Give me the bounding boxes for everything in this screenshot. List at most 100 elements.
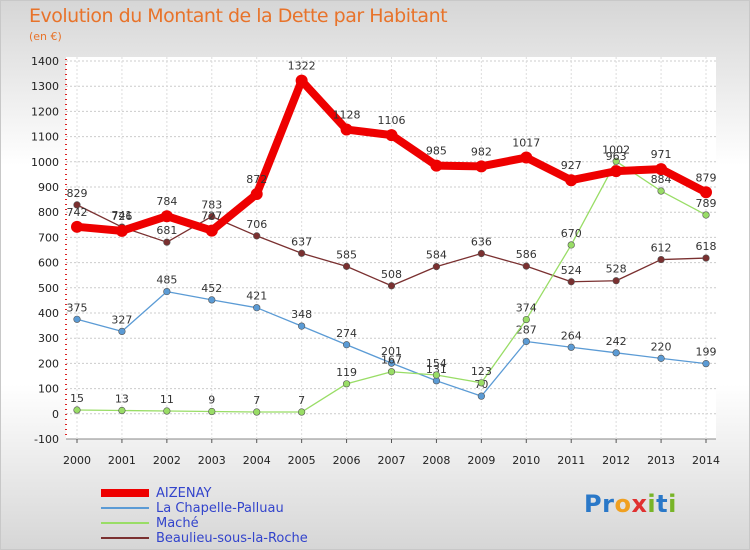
data-label: 528 (606, 263, 627, 276)
legend-swatch (101, 489, 149, 497)
data-point (115, 224, 128, 237)
data-label: 123 (471, 365, 492, 378)
data-point (387, 359, 396, 367)
data-point (387, 368, 396, 376)
data-point (477, 249, 485, 258)
data-label: 982 (471, 145, 492, 158)
data-label: 1322 (288, 60, 316, 73)
data-point (208, 212, 216, 221)
x-tick-label: 2006 (333, 454, 361, 467)
data-point (73, 201, 81, 209)
data-label: 742 (67, 206, 88, 219)
data-label: 985 (426, 145, 447, 158)
data-point (295, 74, 308, 87)
legend-swatch (101, 507, 149, 509)
data-point (298, 408, 306, 416)
data-label: 9 (208, 394, 215, 407)
data-point (387, 282, 396, 290)
data-label: 971 (651, 148, 672, 161)
x-tick-label: 2012 (602, 454, 630, 467)
logo-letter: P (584, 490, 603, 518)
data-point (298, 322, 306, 330)
x-tick-label: 2002 (153, 454, 181, 467)
data-point (567, 241, 575, 249)
series-beaulieu-sous-la-roche: 829 741 681 783 706 637 585 508 584 636 586 524 528 6… (67, 187, 717, 290)
series-aizenay: 742 726 784 727 872 1322 1128 1106 985 982 1017 927… (67, 60, 717, 237)
data-point (475, 160, 488, 173)
data-point (702, 211, 710, 219)
data-label: 872 (246, 173, 267, 186)
x-tick-label: 2005 (288, 454, 316, 467)
data-label: 11 (160, 393, 174, 406)
y-tick-label: 1400 (31, 55, 59, 68)
y-tick-label: 400 (38, 307, 59, 320)
data-point (700, 186, 712, 199)
data-label: 741 (111, 209, 132, 222)
data-label: 199 (696, 346, 717, 359)
data-point (522, 262, 530, 270)
x-tick-label: 2001 (108, 454, 136, 467)
data-point (432, 371, 441, 379)
data-label: 154 (426, 357, 447, 370)
data-point (657, 255, 665, 264)
legend-label: Beaulieu-sous-la-Roche (156, 531, 308, 546)
data-label: 829 (67, 187, 88, 200)
x-tick-label: 2008 (422, 454, 450, 467)
data-point (342, 262, 351, 270)
data-point (477, 379, 485, 387)
x-tick-label: 2009 (467, 454, 495, 467)
data-label: 963 (606, 150, 627, 163)
data-point (253, 408, 261, 416)
data-point (655, 163, 668, 176)
x-tick-label: 2010 (512, 454, 540, 467)
data-point (163, 407, 171, 415)
logo-letter: r (602, 490, 615, 518)
y-tick-label: 900 (38, 181, 59, 194)
y-tick-label: 800 (38, 206, 59, 219)
x-tick-label: 2013 (647, 454, 675, 467)
data-point (118, 406, 126, 415)
data-label: 167 (381, 354, 402, 367)
data-label: 274 (336, 327, 357, 340)
proxiti-logo: Proxiti (584, 490, 677, 518)
data-label: 783 (201, 198, 222, 211)
data-label: 784 (156, 195, 177, 208)
data-point (253, 232, 261, 240)
data-point (612, 157, 620, 165)
logo-letter: x (631, 490, 648, 518)
y-tick-label: 1300 (31, 80, 59, 93)
data-point (118, 327, 126, 335)
y-tick-label: 0 (52, 408, 59, 421)
logo-letter: i (668, 490, 677, 518)
data-label: 421 (246, 290, 267, 303)
data-point (253, 304, 261, 312)
series-la-chapelle-palluau: 3753274854524213482742011317028726424222… (67, 274, 717, 400)
data-label: 789 (696, 197, 717, 210)
y-tick-label: 100 (38, 383, 59, 396)
x-tick-label: 2007 (378, 454, 406, 467)
data-point (477, 392, 485, 400)
data-label: 264 (561, 329, 582, 342)
data-label: 7 (253, 394, 260, 407)
x-tick-label: 2014 (692, 454, 720, 467)
data-label: 879 (696, 171, 717, 184)
data-point (250, 188, 263, 201)
data-point (567, 343, 575, 351)
chart-unit: (en €) (29, 30, 62, 43)
data-point (657, 187, 665, 195)
data-label: 586 (516, 248, 537, 261)
legend-label: La Chapelle-Palluau (156, 501, 284, 516)
data-point (522, 315, 530, 324)
data-label: 612 (651, 242, 672, 255)
chart-title: Evolution du Montant de la Dette par Hab… (29, 5, 448, 27)
y-tick-label: -100 (34, 433, 59, 446)
logo-letter: o (614, 490, 632, 518)
data-label: 706 (246, 218, 267, 231)
data-label: 201 (381, 345, 402, 358)
data-point (163, 287, 171, 296)
x-tick-label: 2000 (63, 454, 91, 467)
data-point (520, 151, 533, 164)
logo-letter: i (647, 490, 657, 518)
data-label: 637 (291, 235, 312, 248)
data-point (432, 263, 441, 271)
